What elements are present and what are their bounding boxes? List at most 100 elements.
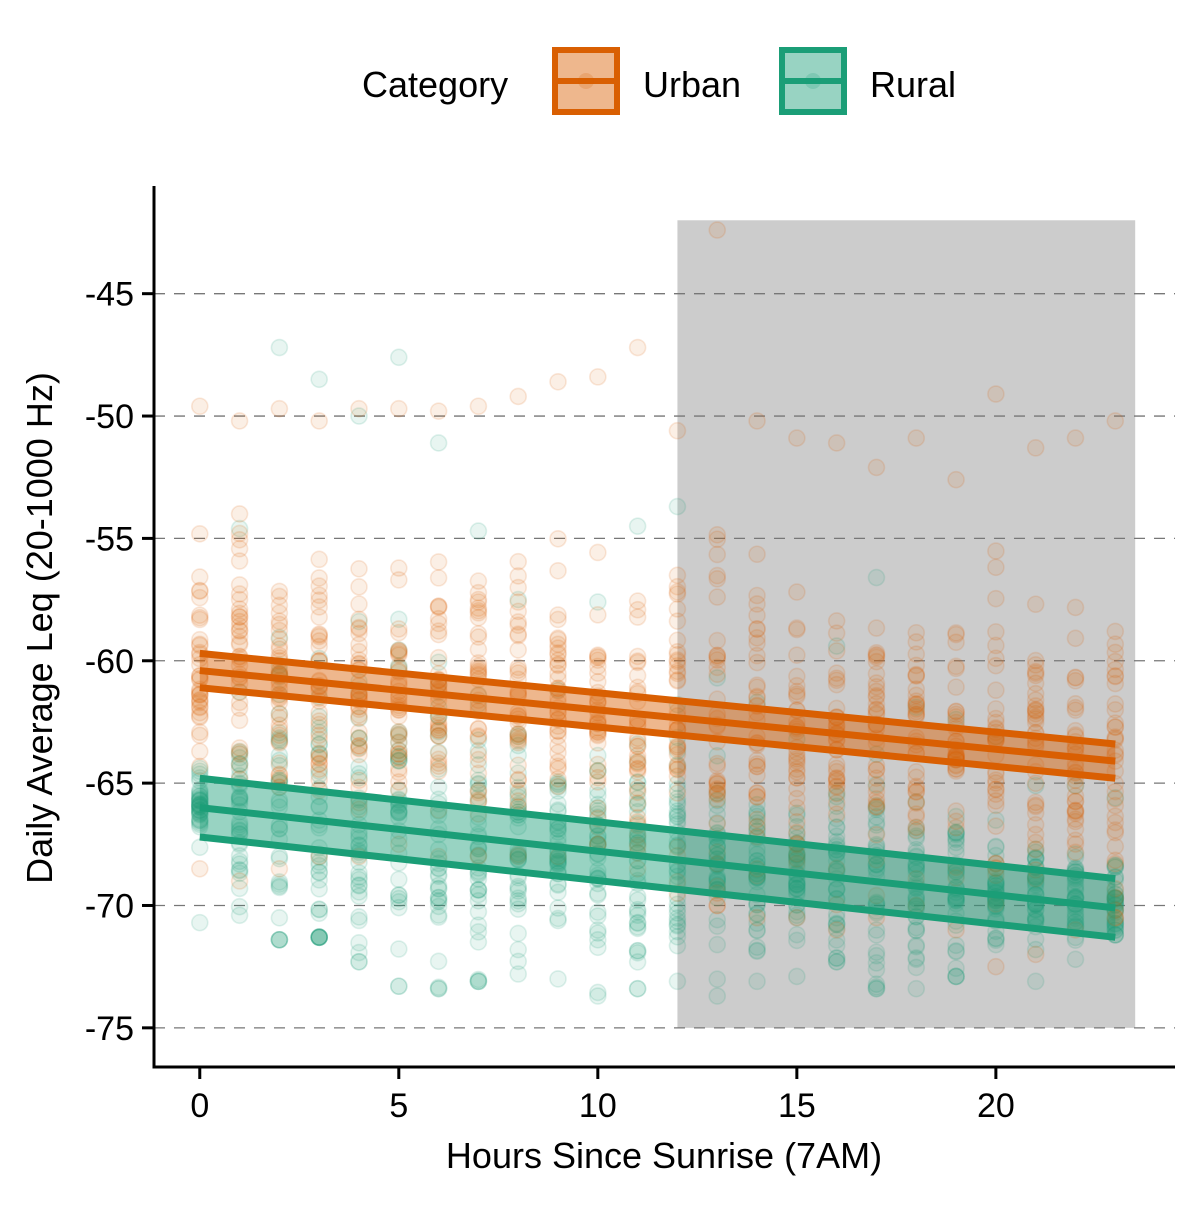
data-point-rural: [310, 766, 328, 784]
data-point-urban: [748, 619, 766, 638]
data-point-urban: [668, 760, 687, 779]
data-point-rural: [628, 914, 647, 932]
data-point-rural: [350, 943, 368, 962]
data-point-urban: [350, 635, 368, 654]
data-point-urban: [469, 590, 488, 609]
data-point-urban: [390, 835, 408, 854]
data-point-rural: [509, 847, 528, 865]
data-point-urban: [788, 676, 806, 695]
data-point-rural: [628, 903, 647, 921]
data-point-rural: [708, 796, 727, 815]
data-point-urban: [549, 644, 567, 662]
data-point-urban: [270, 734, 289, 752]
data-point-rural: [390, 725, 408, 744]
data-point-urban: [190, 606, 209, 625]
data-point-rural: [708, 935, 727, 954]
data-point-rural: [310, 856, 328, 875]
data-point-rural: [907, 921, 926, 940]
data-point-rural: [628, 900, 647, 919]
data-point-urban: [230, 627, 249, 646]
data-point-rural: [907, 958, 926, 977]
data-point-urban: [907, 623, 926, 642]
data-point-rural: [469, 891, 488, 910]
data-point-urban: [628, 737, 647, 756]
data-point-urban: [469, 720, 488, 738]
data-point-rural: [549, 852, 567, 870]
data-point-rural: [987, 873, 1005, 892]
data-point-urban: [708, 665, 727, 684]
data-point-urban: [270, 582, 289, 601]
data-point-rural: [907, 864, 926, 882]
data-point-rural: [310, 736, 328, 754]
data-point-urban: [628, 779, 647, 797]
data-point-urban: [270, 604, 289, 622]
data-point-urban: [788, 682, 806, 701]
data-point-urban: [788, 667, 806, 686]
data-point-rural: [390, 751, 408, 769]
data-point-urban: [589, 606, 607, 624]
data-point-rural: [708, 867, 727, 886]
data-point-urban: [230, 617, 249, 635]
data-point-urban: [509, 727, 528, 746]
data-point-rural: [788, 875, 806, 894]
data-point-urban: [1066, 831, 1085, 850]
data-point-rural: [270, 819, 289, 838]
data-point-rural: [628, 941, 647, 960]
data-point-urban: [668, 672, 687, 690]
data-point-urban: [748, 908, 766, 927]
data-point-urban: [270, 726, 289, 745]
data-point-rural: [668, 917, 687, 935]
data-point-rural: [190, 789, 209, 808]
data-point-urban: [310, 749, 328, 767]
data-point-urban: [827, 784, 846, 803]
data-point-rural: [509, 894, 528, 913]
data-point-urban: [748, 620, 766, 639]
data-point-rural: [390, 886, 408, 904]
data-point-rural: [310, 798, 328, 816]
data-point-urban: [549, 777, 567, 796]
data-point-rural: [589, 907, 607, 925]
data-point-rural: [827, 936, 846, 955]
data-point-urban: [788, 755, 806, 773]
data-point-urban: [1066, 792, 1085, 811]
data-point-rural: [469, 972, 488, 991]
data-point-urban: [987, 558, 1005, 577]
data-point-urban: [748, 787, 766, 806]
data-point-rural: [748, 814, 766, 832]
data-point-urban: [310, 627, 328, 646]
data-point-urban: [310, 625, 328, 643]
data-point-rural: [589, 762, 607, 781]
data-point-rural: [429, 760, 448, 778]
data-point-rural: [390, 803, 408, 822]
data-point-urban: [190, 691, 209, 709]
data-point-urban: [708, 754, 727, 773]
x-axis-title: Hours Since Sunrise (7AM): [446, 1135, 882, 1176]
data-point-rural: [628, 789, 647, 808]
data-point-rural: [668, 808, 687, 826]
data-point-urban: [1106, 790, 1125, 808]
data-point-rural: [708, 870, 727, 889]
data-point-urban: [230, 743, 249, 761]
data-point-urban: [708, 771, 727, 790]
data-point-urban: [310, 703, 328, 722]
data-point-urban: [788, 789, 806, 808]
data-point-rural: [867, 775, 886, 794]
data-point-rural: [429, 892, 448, 911]
data-point-rural: [668, 795, 687, 814]
data-point-urban: [469, 750, 488, 769]
data-point-rural: [390, 733, 408, 751]
data-point-rural: [788, 967, 806, 986]
data-point-urban: [270, 716, 289, 735]
data-point-rural: [589, 931, 607, 949]
data-point-urban: [509, 593, 528, 611]
data-point-rural: [1026, 940, 1045, 959]
data-point-urban: [350, 578, 368, 596]
data-point-urban: [270, 637, 289, 655]
data-point-urban: [748, 653, 766, 672]
data-point-rural: [827, 916, 846, 934]
data-point-rural: [429, 653, 448, 672]
data-point-urban: [668, 737, 687, 756]
data-point-urban: [947, 470, 965, 489]
data-point-rural: [549, 911, 567, 930]
data-point-rural: [947, 894, 965, 913]
